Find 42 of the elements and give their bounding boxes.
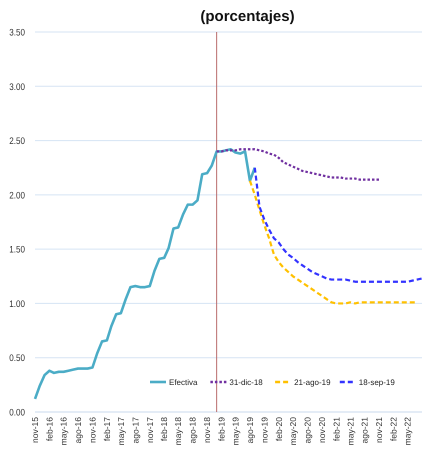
x-tick-label: nov-15: [30, 416, 40, 443]
y-tick-label: 1.00: [9, 298, 26, 310]
y-tick-label: 0.50: [9, 352, 26, 364]
x-tick-label: may-19: [230, 416, 240, 446]
y-tick-label: 3.50: [9, 26, 26, 38]
x-tick-label: feb-21: [331, 416, 342, 442]
x-tick-label: feb-19: [216, 416, 227, 442]
legend-label: 21-ago-19: [294, 378, 332, 387]
x-tick-label: feb-16: [44, 416, 54, 442]
x-tick-label: feb-22: [388, 416, 399, 442]
x-tick-label: nov-20: [316, 416, 327, 443]
x-tick-label: feb-17: [102, 416, 112, 442]
x-tick-label: nov-21: [374, 416, 384, 443]
x-tick-label: ago-16: [73, 416, 84, 444]
legend-label: 18-sep-19: [358, 378, 396, 387]
x-tick-label: ago-21: [360, 416, 370, 444]
legend-label: Efectiva: [169, 378, 198, 387]
y-tick-label: 3.00: [9, 81, 26, 92]
x-tick-label: may-20: [288, 416, 298, 446]
x-tick-label: nov-17: [144, 416, 155, 443]
x-tick-label: may-22: [402, 416, 413, 446]
x-tick-label: may-17: [116, 416, 126, 446]
y-tick-label: 2.50: [9, 135, 26, 146]
line-series: [216, 148, 380, 181]
x-tick-label: may-18: [173, 416, 184, 446]
x-tick-label: ago-17: [130, 416, 140, 444]
x-tick-label: ago-18: [188, 416, 198, 444]
y-tick-label: 2.00: [9, 190, 26, 201]
x-tick-label: nov-19: [259, 416, 270, 443]
x-tick-label: feb-20: [274, 416, 284, 442]
y-tick-label: 1.50: [9, 244, 26, 255]
legend-label: 31-dic-18: [229, 378, 264, 387]
x-tick-label: may-16: [58, 416, 69, 446]
x-tick-label: ago-20: [302, 416, 312, 444]
x-tick-label: feb-18: [159, 416, 170, 442]
x-tick-label: may-21: [345, 416, 356, 446]
x-tick-label: ago-19: [244, 416, 255, 444]
x-tick-label: nov-18: [202, 416, 212, 443]
line-series: [254, 166, 424, 283]
y-tick-label: 0.00: [9, 406, 26, 418]
x-tick-label: nov-16: [87, 416, 98, 443]
chart-title: (porcentajes): [200, 8, 295, 25]
